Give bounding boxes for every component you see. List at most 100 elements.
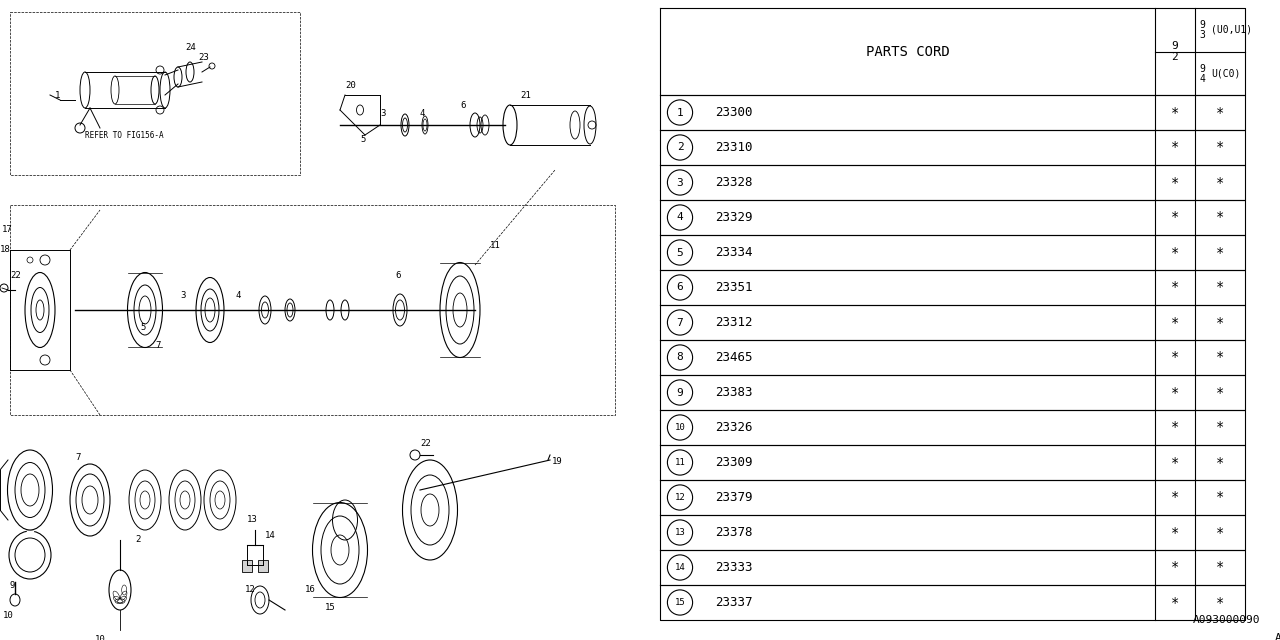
Text: 21: 21 bbox=[520, 90, 531, 99]
Text: 12: 12 bbox=[244, 586, 256, 595]
Text: *: * bbox=[1216, 280, 1224, 294]
Text: *: * bbox=[1216, 525, 1224, 540]
Text: 3: 3 bbox=[677, 177, 684, 188]
Text: 14: 14 bbox=[265, 531, 275, 540]
Text: 4: 4 bbox=[236, 291, 241, 300]
Bar bbox=[242, 560, 252, 572]
Text: *: * bbox=[1171, 211, 1179, 225]
Text: 7: 7 bbox=[155, 340, 160, 349]
Text: 3: 3 bbox=[180, 291, 186, 300]
Text: 23329: 23329 bbox=[716, 211, 753, 224]
Text: 23465: 23465 bbox=[716, 351, 753, 364]
Text: *: * bbox=[1171, 106, 1179, 120]
Text: *: * bbox=[1216, 456, 1224, 470]
Text: *: * bbox=[1216, 351, 1224, 365]
Text: *: * bbox=[1171, 595, 1179, 609]
Text: 20: 20 bbox=[346, 81, 356, 90]
Text: 5: 5 bbox=[360, 136, 365, 145]
Text: 6: 6 bbox=[460, 100, 466, 109]
Text: 9: 9 bbox=[10, 580, 15, 589]
Text: 23334: 23334 bbox=[716, 246, 753, 259]
Text: 15: 15 bbox=[675, 598, 685, 607]
Text: 1: 1 bbox=[55, 90, 60, 99]
Text: 10: 10 bbox=[3, 611, 14, 620]
Text: *: * bbox=[1216, 175, 1224, 189]
Text: *: * bbox=[1171, 456, 1179, 470]
Text: *: * bbox=[1216, 561, 1224, 575]
Text: *: * bbox=[1216, 141, 1224, 154]
Text: 16: 16 bbox=[305, 586, 316, 595]
Text: 5: 5 bbox=[677, 248, 684, 257]
Text: 17: 17 bbox=[3, 225, 13, 234]
Text: *: * bbox=[1216, 595, 1224, 609]
Text: 6: 6 bbox=[396, 271, 401, 280]
Text: 23310: 23310 bbox=[716, 141, 753, 154]
Text: 9
3: 9 3 bbox=[1199, 20, 1204, 40]
Text: 23312: 23312 bbox=[716, 316, 753, 329]
Text: *: * bbox=[1216, 106, 1224, 120]
Text: 12: 12 bbox=[675, 493, 685, 502]
Text: *: * bbox=[1171, 175, 1179, 189]
Text: U(C0): U(C0) bbox=[1211, 68, 1240, 79]
Text: 11: 11 bbox=[490, 241, 500, 250]
Text: 23333: 23333 bbox=[716, 561, 753, 574]
Text: 23337: 23337 bbox=[716, 596, 753, 609]
Text: 23351: 23351 bbox=[716, 281, 753, 294]
Text: A093000090: A093000090 bbox=[1193, 615, 1260, 625]
Text: *: * bbox=[1171, 525, 1179, 540]
Text: *: * bbox=[1216, 420, 1224, 435]
Text: *: * bbox=[1171, 385, 1179, 399]
Text: 22: 22 bbox=[10, 271, 20, 280]
Text: 4: 4 bbox=[677, 212, 684, 223]
Text: 9: 9 bbox=[677, 387, 684, 397]
Text: 23379: 23379 bbox=[716, 491, 753, 504]
Text: *: * bbox=[1216, 211, 1224, 225]
Text: 1: 1 bbox=[677, 108, 684, 118]
Text: 4: 4 bbox=[420, 109, 425, 118]
Text: *: * bbox=[1216, 490, 1224, 504]
Text: *: * bbox=[1171, 280, 1179, 294]
Text: *: * bbox=[1216, 246, 1224, 259]
Bar bbox=[259, 560, 268, 572]
Text: 23: 23 bbox=[198, 52, 209, 61]
Text: *: * bbox=[1216, 316, 1224, 330]
Text: 10: 10 bbox=[675, 423, 685, 432]
Text: *: * bbox=[1171, 351, 1179, 365]
Text: 5: 5 bbox=[140, 323, 146, 333]
Text: 14: 14 bbox=[675, 563, 685, 572]
Text: 2: 2 bbox=[677, 143, 684, 152]
Text: 23300: 23300 bbox=[716, 106, 753, 119]
Text: 18: 18 bbox=[0, 246, 10, 255]
Text: *: * bbox=[1171, 420, 1179, 435]
Text: 23383: 23383 bbox=[716, 386, 753, 399]
Text: *: * bbox=[1171, 316, 1179, 330]
Text: *: * bbox=[1216, 385, 1224, 399]
Text: 24: 24 bbox=[186, 42, 196, 51]
Text: (U0,U1): (U0,U1) bbox=[1211, 25, 1252, 35]
Text: 19: 19 bbox=[552, 458, 563, 467]
Text: 23309: 23309 bbox=[716, 456, 753, 469]
Text: 9
2: 9 2 bbox=[1171, 41, 1179, 62]
Text: 13: 13 bbox=[247, 515, 257, 525]
Text: 23378: 23378 bbox=[716, 526, 753, 539]
Text: 3: 3 bbox=[380, 109, 385, 118]
Text: PARTS CORD: PARTS CORD bbox=[865, 45, 950, 58]
Text: 11: 11 bbox=[675, 458, 685, 467]
Text: 23328: 23328 bbox=[716, 176, 753, 189]
Text: 10: 10 bbox=[95, 636, 106, 640]
Text: *: * bbox=[1171, 246, 1179, 259]
Text: 2: 2 bbox=[134, 536, 141, 545]
Text: 8: 8 bbox=[677, 353, 684, 362]
Text: 22: 22 bbox=[420, 438, 431, 447]
Text: A093000090: A093000090 bbox=[1275, 633, 1280, 640]
Text: 23326: 23326 bbox=[716, 421, 753, 434]
Text: 7: 7 bbox=[76, 454, 81, 463]
Text: 9
4: 9 4 bbox=[1199, 63, 1204, 83]
Text: REFER TO FIG156-A: REFER TO FIG156-A bbox=[84, 131, 164, 140]
Text: 15: 15 bbox=[325, 604, 335, 612]
Text: 13: 13 bbox=[675, 528, 685, 537]
Text: *: * bbox=[1171, 561, 1179, 575]
Text: *: * bbox=[1171, 141, 1179, 154]
Text: 7: 7 bbox=[677, 317, 684, 328]
Text: *: * bbox=[1171, 490, 1179, 504]
